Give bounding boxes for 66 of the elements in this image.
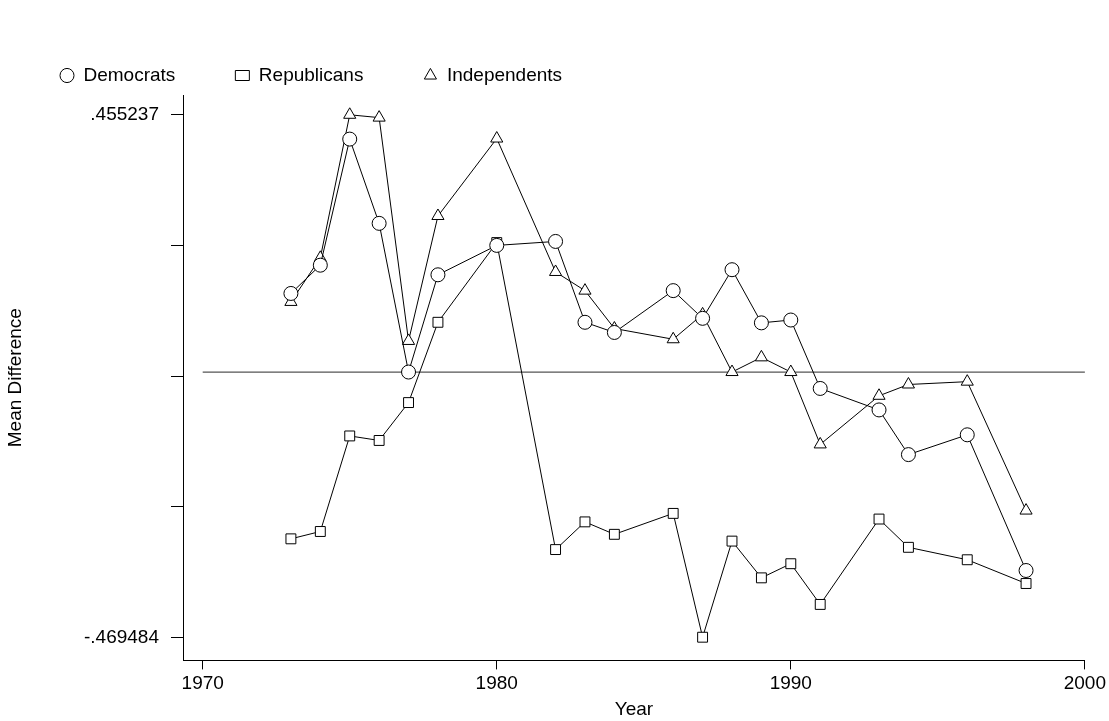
point: [432, 316, 444, 328]
point: [783, 312, 799, 328]
point: [754, 349, 768, 362]
point: [813, 436, 827, 449]
legend-label: Republicans: [258, 63, 364, 85]
point: [724, 262, 740, 278]
y-tick-label: .455237: [90, 102, 159, 124]
point: [667, 507, 679, 519]
legend-label: Democrats: [83, 63, 176, 85]
point: [814, 598, 826, 610]
x-axis-title: Year: [614, 697, 654, 719]
x-tick-label: 1970: [181, 672, 224, 694]
point: [785, 558, 797, 570]
point: [812, 380, 828, 396]
point: [401, 333, 416, 345]
x-tick-label: 2000: [1063, 672, 1107, 694]
point: [401, 364, 417, 380]
point: [606, 324, 622, 340]
point: [873, 513, 885, 525]
y-axis-title: Mean Difference: [3, 308, 25, 448]
point: [550, 544, 562, 556]
point: [1020, 578, 1032, 589]
point: [665, 283, 681, 299]
point: [755, 572, 767, 584]
point: [697, 631, 709, 643]
point: [900, 447, 916, 463]
point: [753, 315, 769, 331]
point: [872, 388, 886, 400]
point: [1018, 563, 1034, 578]
point: [578, 283, 592, 295]
point: [489, 237, 505, 253]
point: [312, 257, 328, 273]
point: [1019, 503, 1033, 515]
point: [960, 374, 974, 386]
point: [283, 285, 299, 301]
point: [490, 131, 504, 143]
point: [725, 364, 739, 377]
point: [548, 233, 564, 249]
point: [314, 526, 326, 537]
point: [372, 110, 386, 122]
point: [285, 533, 297, 545]
point: [549, 264, 563, 276]
x-tick-label: 1990: [769, 672, 812, 694]
point: [695, 310, 711, 326]
point: [344, 430, 356, 442]
point: [403, 397, 414, 409]
point: [901, 376, 915, 389]
point: [902, 541, 914, 553]
point: [342, 131, 358, 147]
point: [373, 435, 385, 446]
point: [961, 554, 973, 566]
point: [431, 208, 445, 220]
point: [726, 535, 738, 547]
legend-label: Independents: [446, 63, 563, 85]
point: [371, 215, 387, 231]
x-tick-label: 1980: [475, 672, 518, 694]
point: [579, 516, 591, 528]
point: [666, 331, 680, 344]
point: [871, 402, 887, 418]
y-tick-label: -.469484: [83, 625, 160, 647]
point: [784, 364, 798, 377]
point: [430, 267, 446, 283]
point: [343, 107, 357, 119]
point: [959, 427, 975, 443]
point: [608, 528, 620, 540]
point: [577, 314, 593, 330]
